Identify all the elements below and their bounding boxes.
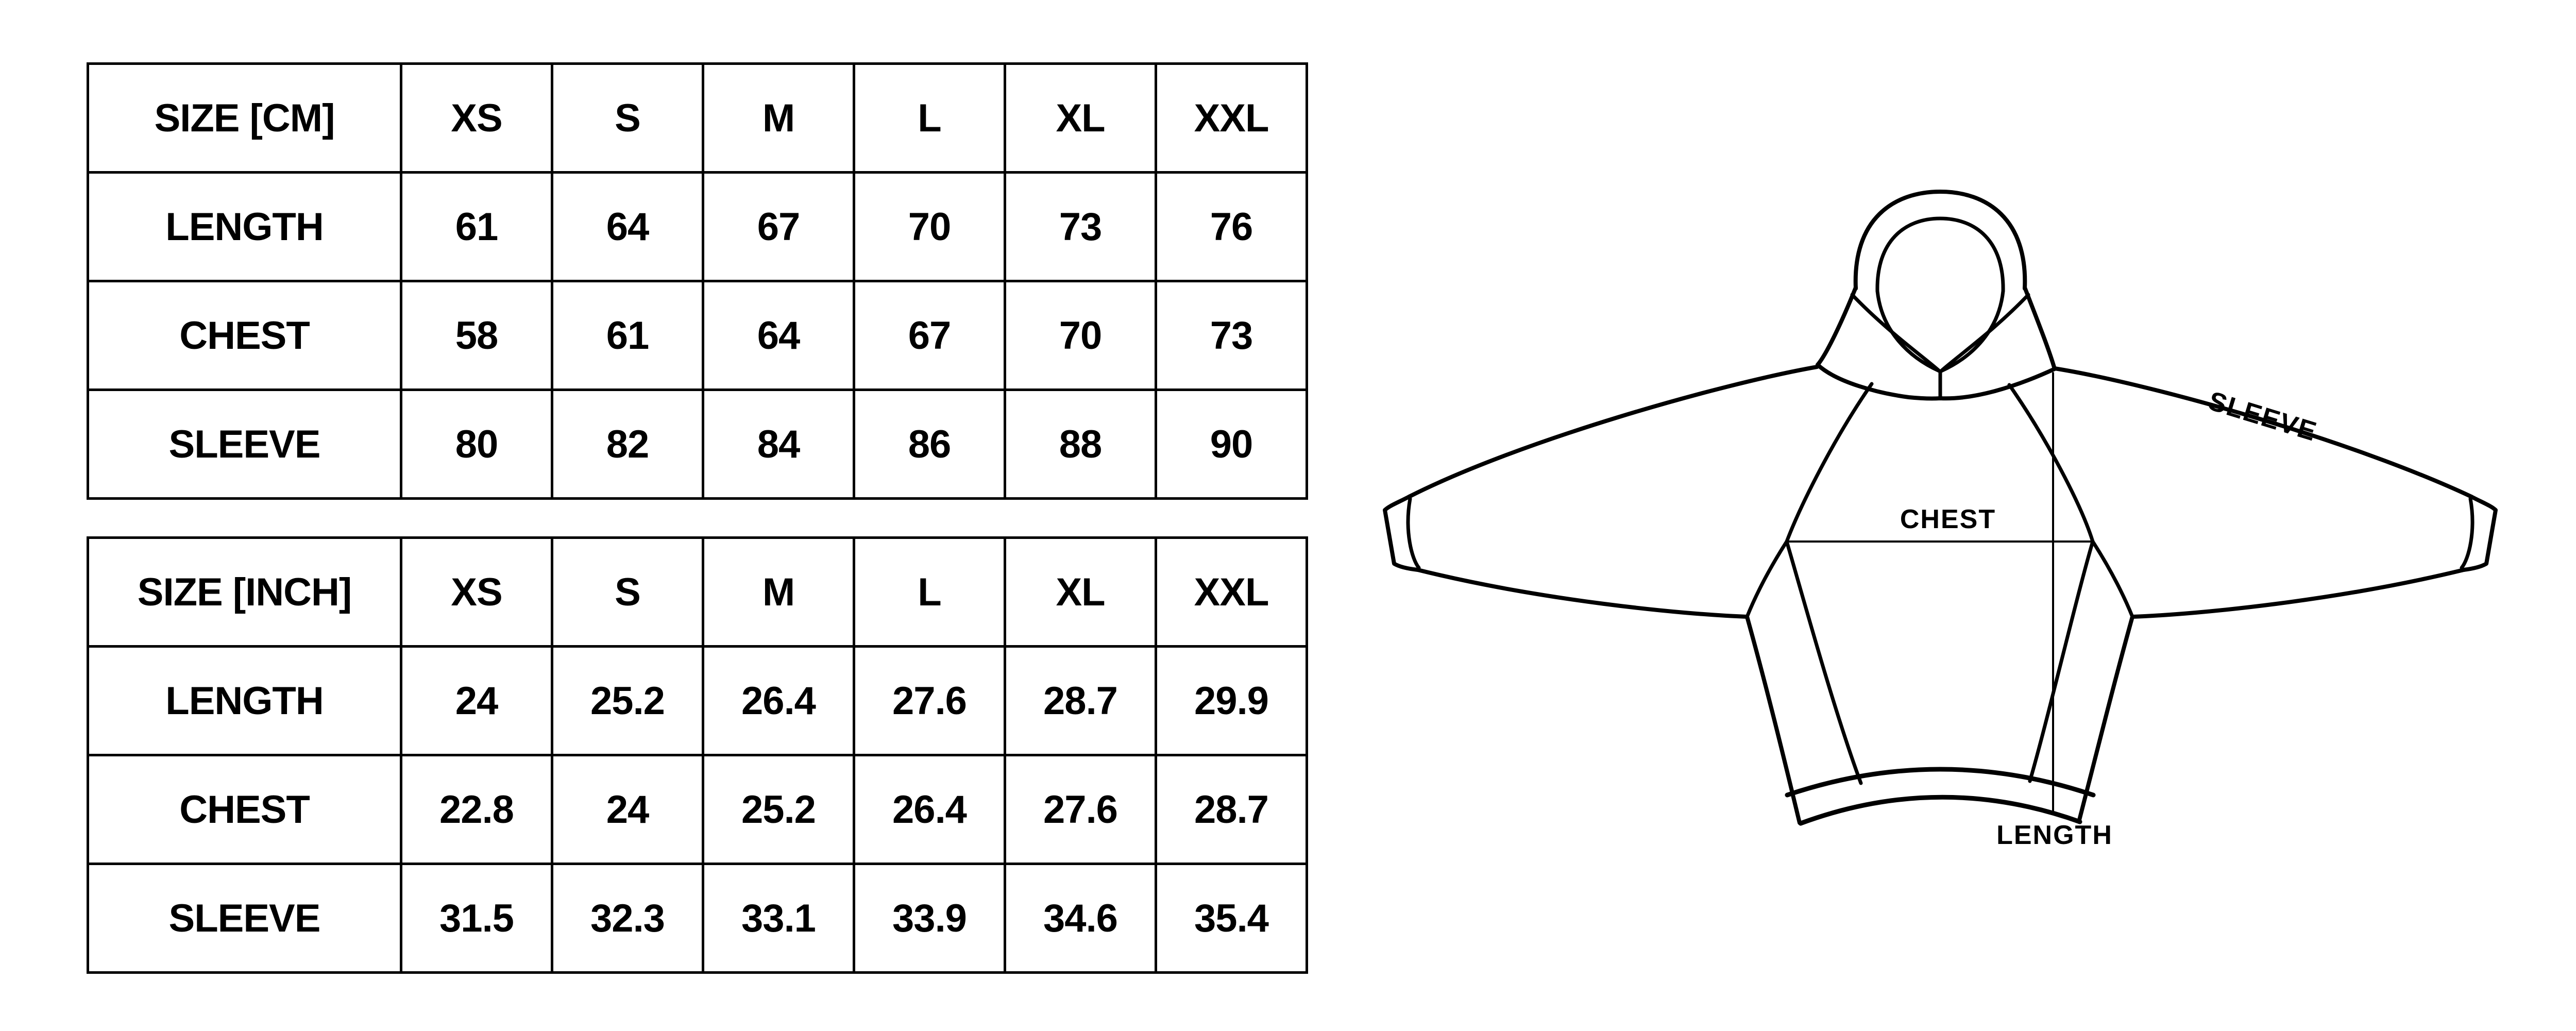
value-cell: 29.9: [1155, 645, 1308, 756]
value-cell: 70: [853, 171, 1006, 282]
size-table-inch: SIZE [INCH] XS S M L XL XXL LENGTH 24 25…: [87, 536, 1308, 974]
row-label: SLEEVE: [87, 863, 402, 974]
row-label: LENGTH: [87, 645, 402, 756]
table-header-cell: XXL: [1155, 536, 1308, 648]
left-cuff-seam: [1406, 497, 1421, 570]
table-header-cell: S: [551, 62, 704, 174]
collar-left-lapel: [1850, 293, 1940, 372]
table-row: LENGTH 61 64 67 70 73 76: [87, 171, 1308, 282]
table-row: SIZE [INCH] XS S M L XL XXL: [87, 536, 1308, 648]
table-header-cell: XS: [400, 536, 553, 648]
table-header-cell: SIZE [CM]: [87, 62, 402, 174]
value-cell: 73: [1004, 171, 1157, 282]
value-cell: 64: [551, 171, 704, 282]
left-raglan-seam: [1785, 382, 1874, 544]
value-cell: 31.5: [400, 863, 553, 974]
hood-opening: [1875, 216, 2005, 293]
table-row: CHEST 58 61 64 67 70 73: [87, 280, 1308, 391]
value-cell: 33.1: [702, 863, 855, 974]
table-header-cell: XS: [400, 62, 553, 174]
row-label: CHEST: [87, 754, 402, 865]
value-cell: 76: [1155, 171, 1308, 282]
value-cell: 35.4: [1155, 863, 1308, 974]
right-sleeve-top-edge: [2053, 366, 2473, 499]
value-cell: 32.3: [551, 863, 704, 974]
table-header-cell: M: [702, 536, 855, 648]
value-cell: 25.2: [551, 645, 704, 756]
right-cuff-end: [2462, 495, 2498, 572]
value-cell: 27.6: [853, 645, 1006, 756]
value-cell: 28.7: [1155, 754, 1308, 865]
left-armhole-seam: [1745, 539, 1789, 619]
value-cell: 24: [400, 645, 553, 756]
value-cell: 61: [400, 171, 553, 282]
collar-left-outer-edge: [1816, 285, 1858, 367]
hood-outline: [1853, 190, 2027, 291]
table-row: SIZE [CM] XS S M L XL XXL: [87, 62, 1308, 174]
left-cuff-end: [1383, 495, 1420, 572]
value-cell: 82: [551, 388, 704, 500]
value-cell: 26.4: [702, 645, 855, 756]
value-cell: 73: [1155, 280, 1308, 391]
table-header-cell: XL: [1004, 62, 1157, 174]
value-cell: 33.9: [853, 863, 1006, 974]
table-header-cell: SIZE [INCH]: [87, 536, 402, 648]
table-header-cell: M: [702, 62, 855, 174]
value-cell: 34.6: [1004, 863, 1157, 974]
value-cell: 80: [400, 388, 553, 500]
value-cell: 61: [551, 280, 704, 391]
row-label: CHEST: [87, 280, 402, 391]
table-row: LENGTH 24 25.2 26.4 27.6 28.7 29.9: [87, 645, 1308, 756]
value-cell: 24: [551, 754, 704, 865]
value-cell: 26.4: [853, 754, 1006, 865]
right-armhole-seam: [2091, 539, 2134, 619]
table-header-cell: XXL: [1155, 62, 1308, 174]
table-header-cell: XL: [1004, 536, 1157, 648]
chest-label: CHEST: [1900, 504, 1996, 534]
pocket-right-line: [2028, 539, 2095, 783]
value-cell: 28.7: [1004, 645, 1157, 756]
left-sleeve-top-edge: [1407, 365, 1819, 499]
hood-opening-right-fold: [1939, 289, 2005, 373]
size-table-cm: SIZE [CM] XS S M L XL XXL LENGTH 61 64 6…: [87, 62, 1308, 500]
value-cell: 67: [702, 171, 855, 282]
right-sleeve-bottom-edge: [2130, 568, 2466, 619]
row-label: SLEEVE: [87, 388, 402, 500]
table-row: CHEST 22.8 24 25.2 26.4 27.6 28.7: [87, 754, 1308, 865]
value-cell: 25.2: [702, 754, 855, 865]
table-header-cell: L: [853, 536, 1006, 648]
sleeve-label: SLEEVE: [2205, 386, 2320, 447]
table-header-cell: L: [853, 62, 1006, 174]
collar-bottom-scoop: [1816, 363, 2057, 401]
value-cell: 86: [853, 388, 1006, 500]
value-cell: 22.8: [400, 754, 553, 865]
right-raglan-seam: [2007, 383, 2095, 544]
value-cell: 84: [702, 388, 855, 500]
hood-opening-left-fold: [1875, 289, 1941, 373]
pocket-left-line: [1785, 539, 1863, 785]
value-cell: 64: [702, 280, 855, 391]
value-cell: 67: [853, 280, 1006, 391]
left-sleeve-bottom-edge: [1416, 568, 1749, 619]
hem-band-top: [1785, 767, 2096, 798]
hoodie-diagram: SLEEVE CHEST LENGTH: [1383, 190, 2498, 850]
value-cell: 70: [1004, 280, 1157, 391]
table-header-cell: S: [551, 536, 704, 648]
value-cell: 27.6: [1004, 754, 1157, 865]
value-cell: 90: [1155, 388, 1308, 500]
length-label: LENGTH: [1996, 820, 2113, 850]
value-cell: 58: [400, 280, 553, 391]
right-cuff-seam: [2460, 497, 2475, 570]
table-row: SLEEVE 31.5 32.3 33.1 33.9 34.6 35.4: [87, 863, 1308, 974]
row-label: LENGTH: [87, 171, 402, 282]
value-cell: 88: [1004, 388, 1157, 500]
hem-band-bottom: [1798, 795, 2082, 826]
collar-right-outer-edge: [2023, 285, 2057, 371]
collar-right-lapel: [1940, 293, 2030, 372]
table-row: SLEEVE 80 82 84 86 88 90: [87, 388, 1308, 500]
